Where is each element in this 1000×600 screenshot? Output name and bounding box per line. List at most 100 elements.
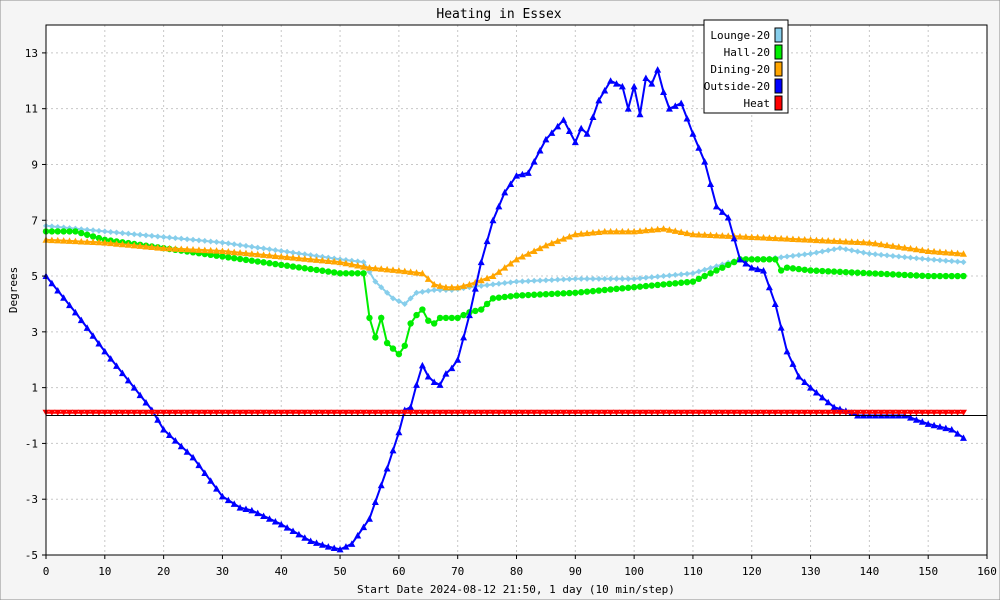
data-point-heat — [807, 409, 815, 416]
data-point-hall-20 — [430, 320, 438, 327]
data-point-hall-20 — [795, 265, 802, 273]
data-point-hall-20 — [536, 291, 544, 298]
data-point-outside-20 — [195, 461, 203, 469]
data-point-dining-20 — [818, 236, 826, 244]
data-point-heat — [95, 409, 103, 416]
data-point-hall-20 — [319, 267, 326, 274]
data-point-lounge-20 — [584, 275, 591, 282]
data-point-hall-20 — [507, 293, 514, 300]
data-point-heat — [183, 409, 191, 416]
data-point-hall-20 — [619, 285, 626, 292]
data-point-hall-20 — [60, 228, 67, 235]
data-point-dining-20 — [171, 245, 179, 252]
data-point-heat — [830, 409, 838, 416]
data-point-dining-20 — [807, 236, 815, 243]
data-point-outside-20 — [54, 287, 62, 294]
data-point-outside-20 — [595, 96, 603, 104]
data-point-heat — [448, 409, 456, 416]
data-point-lounge-20 — [572, 275, 579, 282]
data-point-lounge-20 — [784, 253, 791, 260]
data-point-outside-20 — [601, 87, 609, 94]
data-point-heat — [889, 409, 897, 416]
data-point-heat — [642, 409, 650, 416]
data-point-heat — [107, 409, 115, 416]
data-point-heat — [436, 409, 444, 416]
data-point-outside-20 — [565, 127, 573, 134]
data-point-hall-20 — [842, 268, 850, 276]
series-outside-20 — [42, 66, 967, 553]
data-point-outside-20 — [818, 393, 826, 401]
data-point-hall-20 — [595, 287, 603, 294]
data-point-lounge-20 — [619, 275, 626, 282]
data-point-heat — [577, 409, 585, 416]
data-point-heat — [177, 409, 185, 416]
data-point-outside-20 — [71, 308, 79, 316]
data-point-outside-20 — [959, 434, 967, 441]
data-point-heat — [901, 409, 909, 416]
data-point-outside-20 — [377, 481, 385, 489]
data-point-hall-20 — [625, 284, 632, 291]
data-point-hall-20 — [283, 262, 291, 269]
data-point-lounge-20 — [113, 229, 120, 236]
data-point-lounge-20 — [854, 248, 861, 255]
data-point-outside-20 — [824, 398, 832, 406]
data-point-heat — [571, 409, 579, 416]
data-point-hall-20 — [231, 255, 238, 262]
legend-label-hall-20: Hall-20 — [724, 46, 770, 59]
data-point-lounge-20 — [678, 271, 685, 278]
data-point-heat — [924, 409, 932, 416]
data-point-lounge-20 — [290, 249, 297, 256]
data-point-dining-20 — [413, 269, 421, 276]
data-point-outside-20 — [66, 301, 74, 309]
data-point-heat — [118, 409, 126, 416]
data-point-heat — [689, 409, 697, 416]
data-point-hall-20 — [689, 278, 697, 285]
data-point-heat — [954, 409, 962, 416]
data-point-outside-20 — [365, 515, 373, 522]
data-point-hall-20 — [654, 281, 661, 289]
y-tick-label: -3 — [25, 493, 38, 506]
data-point-heat — [948, 409, 956, 416]
data-point-outside-20 — [712, 202, 720, 210]
x-tick-label: 90 — [569, 565, 582, 578]
data-point-heat — [418, 409, 426, 416]
data-point-dining-20 — [48, 236, 56, 244]
data-point-dining-20 — [942, 248, 950, 256]
data-point-outside-20 — [124, 376, 132, 384]
data-point-dining-20 — [907, 244, 915, 252]
data-point-heat — [760, 409, 768, 416]
data-point-dining-20 — [313, 256, 321, 263]
data-point-hall-20 — [854, 269, 861, 276]
data-point-hall-20 — [219, 253, 226, 260]
data-point-lounge-20 — [660, 273, 667, 280]
data-point-lounge-20 — [936, 257, 943, 264]
x-tick-label: 10 — [98, 565, 111, 578]
data-point-hall-20 — [801, 266, 808, 273]
data-point-outside-20 — [607, 77, 615, 84]
data-point-dining-20 — [254, 250, 262, 258]
data-point-dining-20 — [571, 230, 579, 238]
data-point-dining-20 — [407, 268, 415, 275]
data-point-lounge-20 — [625, 275, 632, 282]
data-point-dining-20 — [524, 250, 532, 257]
data-point-heat — [236, 409, 244, 416]
data-point-outside-20 — [630, 82, 638, 90]
chart-title: Heating in Essex — [436, 7, 561, 22]
data-point-hall-20 — [577, 289, 585, 296]
data-point-heat — [877, 409, 885, 416]
data-point-outside-20 — [230, 500, 238, 507]
data-point-dining-20 — [595, 228, 603, 235]
data-point-heat — [771, 409, 779, 416]
data-point-heat — [783, 409, 791, 416]
data-point-outside-20 — [348, 540, 356, 547]
data-point-heat — [513, 409, 520, 416]
data-point-dining-20 — [530, 247, 538, 254]
data-point-hall-20 — [330, 269, 338, 276]
data-point-lounge-20 — [866, 250, 873, 257]
data-point-heat — [460, 409, 468, 416]
data-point-heat — [683, 409, 691, 416]
data-point-heat — [318, 409, 326, 416]
data-point-heat — [530, 409, 538, 416]
data-point-outside-20 — [665, 105, 673, 112]
legend-label-outside-20: Outside-20 — [704, 80, 770, 93]
